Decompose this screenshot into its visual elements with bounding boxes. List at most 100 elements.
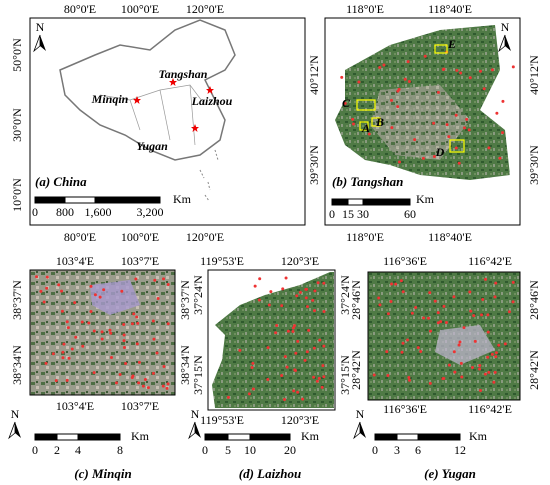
sample-point: [238, 348, 242, 352]
sample-point: [473, 339, 477, 343]
sample-point: [307, 328, 311, 332]
lat-label: 37°15'N: [191, 355, 205, 395]
sample-point: [294, 351, 298, 355]
scale-unit: Km: [301, 429, 320, 443]
scale-bar: [64, 196, 96, 204]
sample-point: [61, 350, 65, 354]
sample-point: [122, 333, 126, 337]
sample-point: [482, 87, 486, 91]
scale-label: 0: [32, 443, 38, 457]
sample-point: [465, 117, 469, 121]
site-label: B: [375, 115, 384, 129]
sample-point: [124, 362, 128, 366]
sample-point: [134, 277, 138, 281]
site-star: [169, 78, 177, 86]
scale-label: 15: [342, 207, 354, 221]
lat-label: 38°34'N: [178, 345, 192, 385]
sample-point: [51, 352, 55, 356]
north-arrow: [353, 421, 361, 440]
site-star: [206, 86, 214, 94]
sample-point: [400, 350, 404, 354]
sample-point: [318, 338, 322, 342]
site-label: D: [435, 145, 445, 159]
sample-point: [401, 290, 405, 294]
urban-area: [435, 325, 495, 365]
sample-point: [478, 389, 482, 393]
sample-point: [130, 322, 134, 326]
sample-point: [340, 75, 344, 79]
sample-point: [92, 371, 96, 375]
sample-point: [419, 350, 423, 354]
sample-point: [93, 293, 97, 297]
lon-label: 103°7'E: [121, 399, 159, 413]
sample-point: [131, 374, 135, 378]
sample-point: [65, 378, 69, 382]
scale-label: 0: [329, 207, 335, 221]
sample-point: [258, 277, 262, 281]
sample-point: [161, 384, 165, 388]
sample-point: [480, 313, 484, 317]
sample-point: [311, 298, 315, 302]
lat-label: 10°0'N: [10, 178, 24, 212]
sample-point: [322, 375, 326, 379]
sample-point: [305, 287, 309, 291]
scale-label: 3: [394, 443, 400, 457]
scale-label: 12: [454, 443, 466, 457]
scale-label: 3,200: [137, 205, 164, 219]
sample-point: [274, 331, 278, 335]
sample-point: [122, 339, 126, 343]
sample-point: [312, 375, 316, 379]
lon-label: 80°0'E: [64, 230, 96, 244]
sample-point: [251, 387, 255, 391]
scale-bar: [347, 198, 364, 206]
sample-point: [468, 290, 472, 294]
sample-point: [386, 312, 390, 316]
scale-bar: [34, 196, 66, 204]
sample-point: [251, 361, 255, 365]
scale-label: 2: [54, 443, 60, 457]
sample-point: [459, 361, 463, 365]
sample-point: [416, 346, 420, 350]
sample-point: [428, 381, 432, 385]
sample-point: [151, 371, 155, 375]
sample-point: [45, 286, 49, 290]
sample-point: [407, 375, 411, 379]
sample-point: [501, 99, 505, 103]
study-block: [356, 99, 376, 111]
annotations: 80°0'E 100°0'E 120°0'E 80°0'E 100°0'E 120°0'E…: [8, 2, 541, 481]
sample-point: [292, 389, 296, 393]
lon-label: 100°0'E: [121, 2, 159, 16]
sample-point: [445, 123, 449, 127]
sample-point: [60, 289, 64, 293]
scale-bar: [396, 433, 419, 441]
sample-point: [378, 65, 382, 69]
sample-point: [455, 68, 459, 72]
lat-label: 50°0'N: [10, 38, 24, 72]
sample-point: [343, 101, 347, 105]
sample-point: [454, 146, 458, 150]
sample-point: [165, 386, 169, 390]
scale-bar: [227, 433, 251, 441]
sample-point: [501, 131, 505, 135]
sample-point: [394, 282, 398, 286]
lon-label: 118°0'E: [346, 2, 384, 16]
sample-point: [396, 105, 400, 109]
sample-point: [152, 337, 156, 341]
sample-point: [315, 379, 319, 383]
scale-label: 800: [56, 205, 74, 219]
north-arrow: [360, 422, 366, 438]
sample-point: [80, 320, 84, 324]
sample-point: [132, 312, 136, 316]
sample-point: [156, 297, 160, 301]
china-outline: [59, 19, 236, 161]
sample-point: [316, 281, 320, 285]
lon-label: 103°4'E: [56, 254, 94, 268]
sample-point: [389, 300, 393, 304]
sample-point: [312, 309, 316, 313]
north-arrow: [188, 421, 196, 440]
sample-point: [98, 295, 102, 299]
sample-point: [494, 355, 498, 359]
sample-point: [494, 281, 498, 285]
lat-label: 30°0'N: [10, 108, 24, 142]
sample-point: [432, 121, 436, 125]
